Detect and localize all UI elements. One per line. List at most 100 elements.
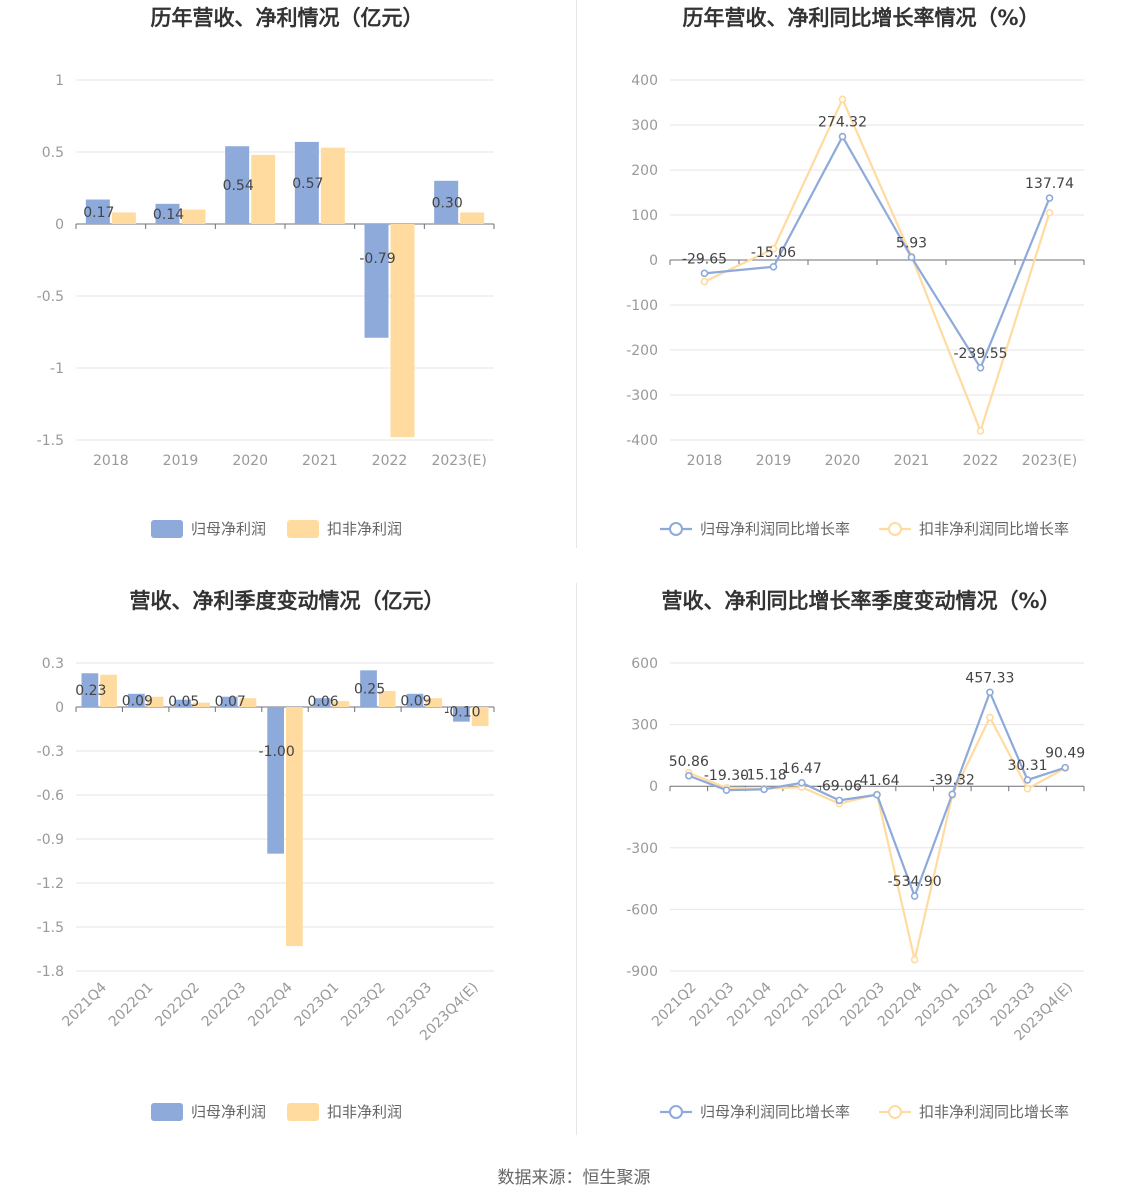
legend-label: 扣非净利润 [327,520,402,538]
quarterly-profit-svg: 营收、净利季度变动情况（亿元） 0.3 0 -0.3 -0.6 -0.9 -1.2 -1.5 -… [37,589,495,1121]
bar-data-label: 0.07 [215,694,246,710]
chart-quarterly-growth: 营收、净利同比增长率季度变动情况（%） 600 300 0 -300 -600 -900 20… [574,583,1148,1163]
legend-swatch-icon [287,1103,319,1121]
bar-data-label: 0.54 [223,178,254,194]
legend-label: 归母净利润同比增长率 [700,520,850,538]
y-tick-label: 300 [631,718,658,734]
y-tick-label: -0.9 [37,832,64,848]
bar-parent-net-profit [406,693,424,707]
bar-parent-net-profit [360,670,377,707]
y-tick-label: 0 [649,779,658,795]
point-deducted-net-profit-growth [1023,784,1032,793]
bar-deducted-net-profit [111,212,136,224]
point-deducted-net-profit-growth [986,713,994,722]
x-tick-label: 2019 [756,453,792,469]
point-deducted-net-profit-growth [769,244,778,253]
bar-data-label: 0.23 [75,683,106,699]
x-tick-label: 2023(E) [1022,453,1077,469]
y-tick-label: -100 [626,298,658,314]
point-parent-net-profit-growth [1045,194,1054,202]
y-tick-label: 0 [55,700,64,716]
y-tick-label: 0.3 [42,656,64,672]
bar-parent-net-profit [294,141,319,224]
point-parent-net-profit-growth [700,269,709,278]
x-tick-label: 2022Q2 [152,980,203,1031]
line-data-label: 457.33 [965,670,1014,686]
point-deducted-net-profit-growth [1045,208,1054,217]
bar-parent-net-profit [174,699,192,707]
bar-parent-net-profit [313,698,331,707]
panel-divider-bottom [576,583,577,1135]
y-tick-label: 100 [631,208,658,224]
line-data-label: 90.49 [1045,746,1085,762]
line-data-label: -19.30 [704,768,749,784]
bar-data-label: 0.09 [400,693,431,709]
point-parent-net-profit-growth [948,790,957,799]
y-tick-label: 0 [55,217,64,233]
point-deducted-net-profit-growth [910,955,919,964]
bar-data-label: 0.25 [354,682,385,698]
y-tick-label: 400 [631,73,658,89]
y-tick-label: -1.5 [37,920,64,936]
bar-deducted-net-profit [239,698,257,707]
legend-label: 归母净利润 [191,1103,266,1121]
line-data-label: -15.06 [751,245,796,261]
line-deducted-net-profit-growth [704,96,1051,435]
bar-data-label: 0.06 [307,694,338,710]
y-tick-label: -600 [626,902,658,918]
x-tick-label: 2023Q1 [292,980,343,1031]
x-tick-label: 2018 [93,453,129,469]
bar-deducted-net-profit [390,224,415,438]
y-tick-label: -300 [626,388,658,404]
line-data-label: 30.31 [1007,758,1047,774]
panel-divider-top [576,0,577,548]
x-tick-label: 2022Q1 [106,980,157,1031]
x-tick-label: 2023(E) [431,453,486,469]
bar-data-label: -0.10 [444,704,480,720]
y-tick-label: -1.2 [37,876,64,892]
bar-deducted-net-profit [286,707,303,947]
chart-title: 营收、净利同比增长率季度变动情况（%） [661,589,1060,613]
y-tick-label: -400 [626,433,658,449]
bar-deducted-net-profit [425,698,443,707]
point-parent-net-profit-growth [835,796,844,805]
bar-deducted-net-profit [193,702,210,707]
y-tick-label: -1.8 [37,964,64,980]
x-tick-label: 2022 [963,453,999,469]
line-parent-net-profit-growth [704,134,1051,371]
chart-title: 历年营收、净利同比增长率情况（%） [682,6,1039,30]
y-tick-label: -1 [50,361,64,377]
bar-deducted-net-profit [332,701,350,707]
line-deducted-net-profit-growth [688,714,1066,960]
line-data-label: 274.32 [818,115,867,131]
bar-parent-net-profit [81,673,99,707]
annual-growth-svg: 历年营收、净利同比增长率情况（%） 400 300 200 100 0 -100 -200 -3… [626,6,1085,538]
bar-parent-net-profit [225,146,250,224]
point-parent-net-profit-growth [769,262,778,271]
bar-deducted-net-profit [460,212,485,224]
legend-label: 归母净利润同比增长率 [700,1103,850,1121]
bar-data-label: 0.14 [153,207,184,223]
bar-deducted-net-profit [146,696,164,707]
y-tick-label: 0.5 [42,145,64,161]
x-tick-label: 2022 [372,453,408,469]
legend-marker-icon [888,1105,902,1119]
x-tick-label: 2021 [894,453,930,469]
bar-deducted-net-profit [181,209,206,224]
legend-label: 扣非净利润 [327,1103,402,1121]
line-data-label: -15.18 [742,767,787,783]
line-data-label: -69.06 [817,778,862,794]
point-deducted-net-profit-growth [976,427,985,435]
point-parent-net-profit-growth [986,688,994,697]
bar-parent-net-profit [434,180,459,224]
bar-data-label: 0.57 [292,176,323,192]
line-data-label: -29.65 [682,251,727,267]
legend-swatch-icon [151,520,183,538]
x-tick-label: 2020 [825,453,861,469]
legend-label: 扣非净利润同比增长率 [919,520,1069,538]
bar-parent-net-profit [220,696,238,707]
bar-parent-net-profit [85,199,110,224]
bar-deducted-net-profit [378,690,396,707]
legend-marker-icon [669,522,683,536]
y-tick-label: -1.5 [37,433,64,449]
